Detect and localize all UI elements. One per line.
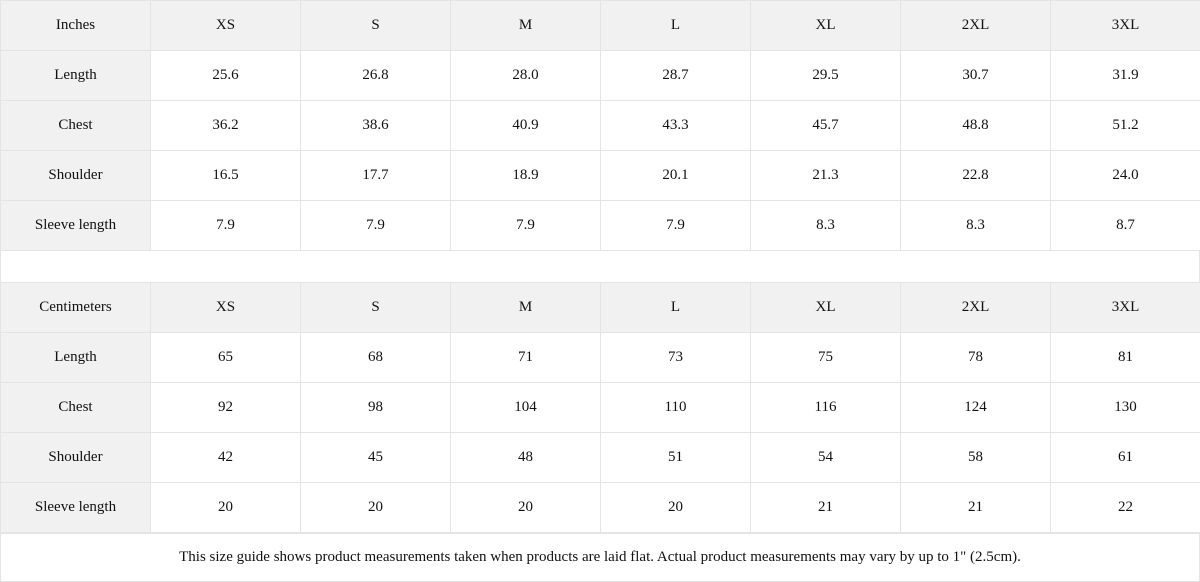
cell-length-xs: 25.6 — [151, 51, 301, 101]
cell-shoulder-2xl: 58 — [901, 433, 1051, 483]
column-header-xl: XL — [751, 283, 901, 333]
cell-shoulder-xs: 16.5 — [151, 151, 301, 201]
cell-chest-l: 43.3 — [601, 101, 751, 151]
column-header-xs: XS — [151, 283, 301, 333]
cell-length-2xl: 78 — [901, 333, 1051, 383]
column-header-3xl: 3XL — [1051, 283, 1200, 333]
column-header-l: L — [601, 1, 751, 51]
table-spacer — [0, 251, 1200, 282]
centimeters-table-body: Length 65 68 71 73 75 78 81 Chest 92 98 … — [1, 333, 1200, 533]
row-label-chest: Chest — [1, 101, 151, 151]
cell-length-2xl: 30.7 — [901, 51, 1051, 101]
cell-shoulder-m: 18.9 — [451, 151, 601, 201]
cell-sleeve-length-2xl: 8.3 — [901, 201, 1051, 251]
cell-chest-xs: 36.2 — [151, 101, 301, 151]
column-header-3xl: 3XL — [1051, 1, 1200, 51]
cell-length-s: 68 — [301, 333, 451, 383]
cell-sleeve-length-xl: 8.3 — [751, 201, 901, 251]
cell-length-xl: 75 — [751, 333, 901, 383]
cell-shoulder-xs: 42 — [151, 433, 301, 483]
cell-chest-s: 98 — [301, 383, 451, 433]
centimeters-unit-label: Centimeters — [1, 283, 151, 333]
cell-chest-xl: 116 — [751, 383, 901, 433]
inches-table-header: Inches XS S M L XL 2XL 3XL — [1, 1, 1200, 51]
column-header-2xl: 2XL — [901, 283, 1051, 333]
cell-sleeve-length-xl: 21 — [751, 483, 901, 533]
table-row: Sleeve length 7.9 7.9 7.9 7.9 8.3 8.3 8.… — [1, 201, 1200, 251]
cell-length-l: 28.7 — [601, 51, 751, 101]
cell-sleeve-length-xs: 20 — [151, 483, 301, 533]
inches-size-table: Inches XS S M L XL 2XL 3XL Length 25.6 2… — [0, 0, 1200, 251]
cell-shoulder-xl: 54 — [751, 433, 901, 483]
centimeters-size-table: Centimeters XS S M L XL 2XL 3XL Length 6… — [0, 282, 1200, 533]
table-row: Chest 92 98 104 110 116 124 130 — [1, 383, 1200, 433]
column-header-xs: XS — [151, 1, 301, 51]
cell-sleeve-length-l: 7.9 — [601, 201, 751, 251]
column-header-m: M — [451, 283, 601, 333]
table-row: Chest 36.2 38.6 40.9 43.3 45.7 48.8 51.2 — [1, 101, 1200, 151]
cell-chest-m: 40.9 — [451, 101, 601, 151]
row-label-shoulder: Shoulder — [1, 433, 151, 483]
cell-length-m: 71 — [451, 333, 601, 383]
row-label-length: Length — [1, 51, 151, 101]
cell-sleeve-length-m: 7.9 — [451, 201, 601, 251]
column-header-s: S — [301, 283, 451, 333]
cell-sleeve-length-3xl: 22 — [1051, 483, 1200, 533]
column-header-2xl: 2XL — [901, 1, 1051, 51]
cell-shoulder-2xl: 22.8 — [901, 151, 1051, 201]
cell-shoulder-3xl: 61 — [1051, 433, 1200, 483]
cell-length-3xl: 81 — [1051, 333, 1200, 383]
column-header-l: L — [601, 283, 751, 333]
cell-chest-2xl: 48.8 — [901, 101, 1051, 151]
cell-length-3xl: 31.9 — [1051, 51, 1200, 101]
cell-shoulder-3xl: 24.0 — [1051, 151, 1200, 201]
centimeters-table-header: Centimeters XS S M L XL 2XL 3XL — [1, 283, 1200, 333]
table-row: Shoulder 16.5 17.7 18.9 20.1 21.3 22.8 2… — [1, 151, 1200, 201]
cell-shoulder-l: 20.1 — [601, 151, 751, 201]
cell-chest-2xl: 124 — [901, 383, 1051, 433]
size-guide-footnote: This size guide shows product measuremen… — [0, 533, 1200, 582]
cell-chest-l: 110 — [601, 383, 751, 433]
cell-chest-m: 104 — [451, 383, 601, 433]
cell-shoulder-xl: 21.3 — [751, 151, 901, 201]
cell-chest-s: 38.6 — [301, 101, 451, 151]
inches-table-body: Length 25.6 26.8 28.0 28.7 29.5 30.7 31.… — [1, 51, 1200, 251]
table-header-row: Centimeters XS S M L XL 2XL 3XL — [1, 283, 1200, 333]
cell-chest-3xl: 51.2 — [1051, 101, 1200, 151]
row-label-sleeve-length: Sleeve length — [1, 483, 151, 533]
table-row: Shoulder 42 45 48 51 54 58 61 — [1, 433, 1200, 483]
cell-shoulder-m: 48 — [451, 433, 601, 483]
column-header-m: M — [451, 1, 601, 51]
cell-sleeve-length-2xl: 21 — [901, 483, 1051, 533]
column-header-xl: XL — [751, 1, 901, 51]
cell-length-xs: 65 — [151, 333, 301, 383]
row-label-sleeve-length: Sleeve length — [1, 201, 151, 251]
cell-sleeve-length-m: 20 — [451, 483, 601, 533]
cell-shoulder-s: 45 — [301, 433, 451, 483]
cell-chest-xs: 92 — [151, 383, 301, 433]
row-label-chest: Chest — [1, 383, 151, 433]
cell-sleeve-length-xs: 7.9 — [151, 201, 301, 251]
table-row: Length 65 68 71 73 75 78 81 — [1, 333, 1200, 383]
table-row: Length 25.6 26.8 28.0 28.7 29.5 30.7 31.… — [1, 51, 1200, 101]
cell-length-m: 28.0 — [451, 51, 601, 101]
cell-sleeve-length-s: 20 — [301, 483, 451, 533]
cell-shoulder-l: 51 — [601, 433, 751, 483]
cell-sleeve-length-l: 20 — [601, 483, 751, 533]
cell-length-s: 26.8 — [301, 51, 451, 101]
row-label-length: Length — [1, 333, 151, 383]
cell-sleeve-length-s: 7.9 — [301, 201, 451, 251]
cell-sleeve-length-3xl: 8.7 — [1051, 201, 1200, 251]
cell-length-xl: 29.5 — [751, 51, 901, 101]
column-header-s: S — [301, 1, 451, 51]
cell-chest-3xl: 130 — [1051, 383, 1200, 433]
cell-chest-xl: 45.7 — [751, 101, 901, 151]
table-header-row: Inches XS S M L XL 2XL 3XL — [1, 1, 1200, 51]
inches-unit-label: Inches — [1, 1, 151, 51]
row-label-shoulder: Shoulder — [1, 151, 151, 201]
table-row: Sleeve length 20 20 20 20 21 21 22 — [1, 483, 1200, 533]
cell-shoulder-s: 17.7 — [301, 151, 451, 201]
cell-length-l: 73 — [601, 333, 751, 383]
